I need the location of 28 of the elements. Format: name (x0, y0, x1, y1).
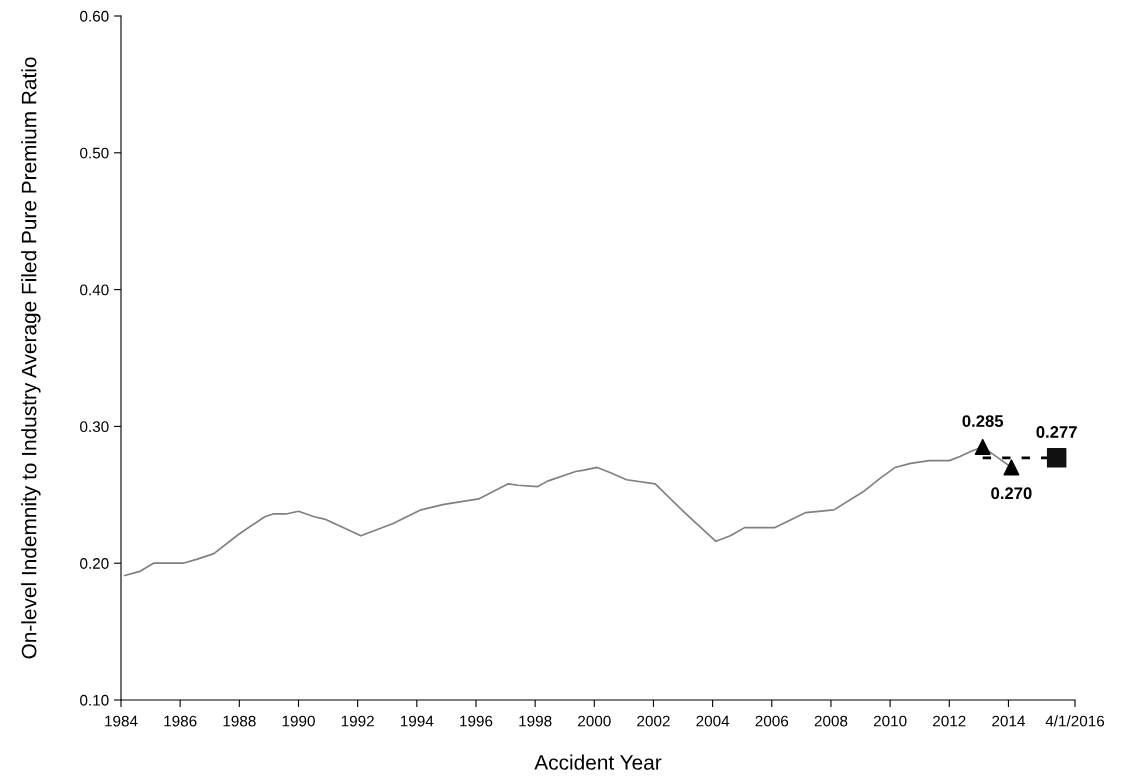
x-tick-label: 1986 (164, 715, 197, 727)
x-tick-label: 1998 (519, 715, 552, 727)
x-tick-label: 2000 (578, 715, 611, 727)
y-axis-title: On-level Indemnity to Industry Average Filed Pure Premium Ratio (21, 57, 41, 659)
y-tick-label: 0.30 (80, 421, 109, 433)
annotation: 0.270 (991, 487, 1032, 500)
annotation: 0.277 (1036, 426, 1077, 438)
x-tick-label: 1990 (282, 715, 315, 727)
y-tick-label: 0.10 (80, 694, 109, 706)
x-tick-label: 1988 (223, 715, 256, 727)
y-tick-label: 0.50 (80, 147, 109, 159)
x-tick-label: 1992 (341, 715, 374, 727)
y-tick-label: 0.20 (80, 558, 109, 569)
x-tick-label: 2006 (755, 715, 789, 727)
x-tick-label: 2008 (814, 715, 848, 727)
x-tick-label: 1996 (460, 715, 493, 727)
x-tick-label: 1984 (105, 715, 138, 727)
y-tick-label: 0.40 (80, 284, 109, 296)
x-tick-label: 2004 (696, 715, 730, 727)
x-tick-label: 2002 (637, 715, 670, 727)
x-tick-label: 2010 (873, 715, 907, 727)
x-axis-title: Accident Year (534, 754, 662, 770)
x-tick-label: 2014 (992, 715, 1025, 727)
x-tick-label: 4/1/2016 (1045, 715, 1105, 727)
x-tick-label: 1994 (400, 715, 434, 727)
annotation: 0.285 (962, 415, 1004, 427)
x-tick-label: 2012 (933, 715, 966, 727)
y-tick-label: 0.60 (80, 10, 109, 22)
